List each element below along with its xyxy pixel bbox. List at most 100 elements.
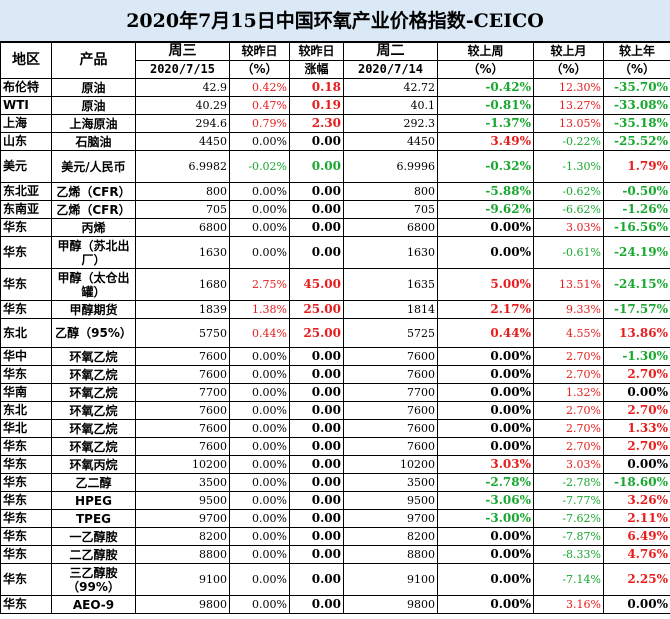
table-cell-change-abs: 0.00 — [289, 545, 344, 564]
table-cell-product: 环氧乙烷 — [51, 419, 136, 438]
table-cell-region: 华北 — [0, 419, 52, 438]
table-cell-change-pct: 0.00% — [229, 437, 290, 456]
table-cell-tue: 1635 — [343, 268, 438, 301]
table-cell-wed: 1680 — [135, 268, 230, 301]
table-cell-change-pct: 0.44% — [229, 318, 290, 348]
table-row: 华南 环氧乙烷 7700 0.00% 0.00 7700 0.00% 1.32% 0.00% — [0, 383, 670, 402]
table-cell-region: 东北 — [0, 401, 52, 420]
table-cell-week: 0.00% — [437, 545, 534, 564]
table-row: 华东 环氧乙烷 7600 0.00% 0.00 7600 0.00% 2.70% 2.70% — [0, 437, 670, 456]
table-cell-wed: 7700 — [135, 383, 230, 402]
table-cell-week: 0.00% — [437, 347, 534, 366]
table-cell-change-pct: 0.00% — [229, 365, 290, 384]
table-cell-year: -0.50% — [603, 182, 670, 201]
table-cell-change-abs: 0.00 — [289, 455, 344, 474]
table-cell-month: -0.61% — [533, 236, 604, 269]
table-cell-product: 一乙醇胺 — [51, 527, 136, 546]
table-cell-wed: 6800 — [135, 218, 230, 237]
table-cell-year: -24.15% — [603, 268, 670, 301]
table-cell-month: -6.62% — [533, 200, 604, 219]
table-cell-tue: 4450 — [343, 132, 438, 151]
header-region: 地区 — [0, 42, 52, 79]
table-cell-week: -0.32% — [437, 150, 534, 183]
table-cell-month: 4.55% — [533, 318, 604, 348]
table-cell-product: 甲醇（太仓出罐） — [51, 268, 136, 301]
table-row: 华北 环氧乙烷 7600 0.00% 0.00 7600 0.00% 2.70% 1.33% — [0, 419, 670, 438]
table-cell-month: -0.22% — [533, 132, 604, 151]
header-cmp-prev2: 较昨日 — [289, 42, 344, 61]
table-cell-region: 华东 — [0, 473, 52, 492]
table-header: 地区 产品 周三 较昨日 较昨日 周二 较上周 较上月 较上年 2020/7/1… — [0, 42, 670, 79]
table-cell-change-pct: 0.00% — [229, 419, 290, 438]
table-cell-month: 3.03% — [533, 218, 604, 237]
table-cell-year: -25.52% — [603, 132, 670, 151]
table-cell-tue: 8800 — [343, 545, 438, 564]
table-row: 华东 甲醇（苏北出厂） 1630 0.00% 0.00 1630 0.00% -0.61% -2… — [0, 236, 670, 269]
table-cell-tue: 1630 — [343, 236, 438, 269]
table-cell-month: 2.70% — [533, 401, 604, 420]
table-cell-year: -35.70% — [603, 78, 670, 97]
table-cell-change-abs: 0.00 — [289, 236, 344, 269]
table-row: 华东 一乙醇胺 8200 0.00% 0.00 8200 0.00% -7.87% 6.49% — [0, 527, 670, 546]
price-table: 地区 产品 周三 较昨日 较昨日 周二 较上周 较上月 较上年 2020/7/1… — [0, 42, 670, 614]
table-row: 华东 环氧丙烷 10200 0.00% 0.00 10200 3.03% 3.03% 0.00% — [0, 455, 670, 474]
table-cell-year: -33.08% — [603, 96, 670, 115]
table-cell-wed: 6.9982 — [135, 150, 230, 183]
table-cell-region: WTI — [0, 96, 52, 115]
table-cell-product: 原油 — [51, 96, 136, 115]
table-cell-year: 2.70% — [603, 401, 670, 420]
table-cell-change-abs: 0.00 — [289, 437, 344, 456]
table-cell-year: 0.00% — [603, 383, 670, 402]
table-cell-region: 华东 — [0, 509, 52, 528]
table-row: 华东 HPEG 9500 0.00% 0.00 9500 -3.06% -7.77% 3.26% — [0, 491, 670, 510]
table-cell-wed: 4450 — [135, 132, 230, 151]
table-cell-product: AEO-9 — [51, 595, 136, 614]
table-cell-week: 0.00% — [437, 383, 534, 402]
header-month-unit: （%） — [533, 60, 604, 79]
page-title: 2020年7月15日中国环氧产业价格指数-CEICO — [0, 0, 670, 42]
table-cell-change-pct: 0.00% — [229, 383, 290, 402]
table-cell-year: 2.70% — [603, 437, 670, 456]
table-row: 华东 甲醇期货 1839 1.38% 25.00 1814 2.17% 9.33% -17.57… — [0, 300, 670, 319]
table-cell-product: 上海原油 — [51, 114, 136, 133]
table-cell-week: 0.00% — [437, 437, 534, 456]
table-cell-wed: 7600 — [135, 437, 230, 456]
table-cell-region: 美元 — [0, 150, 52, 183]
table-cell-year: -1.30% — [603, 347, 670, 366]
table-cell-wed: 7600 — [135, 401, 230, 420]
table-cell-wed: 9100 — [135, 563, 230, 596]
table-cell-product: 环氧乙烷 — [51, 365, 136, 384]
table-cell-week: 0.00% — [437, 401, 534, 420]
table-cell-change-abs: 0.00 — [289, 563, 344, 596]
table-cell-wed: 8800 — [135, 545, 230, 564]
table-cell-product: 环氧乙烷 — [51, 437, 136, 456]
table-cell-wed: 10200 — [135, 455, 230, 474]
table-cell-change-abs: 0.00 — [289, 347, 344, 366]
table-cell-tue: 7600 — [343, 419, 438, 438]
table-cell-change-pct: 0.00% — [229, 218, 290, 237]
table-cell-product: 甲醇（苏北出厂） — [51, 236, 136, 269]
table-cell-change-abs: 0.00 — [289, 401, 344, 420]
table-cell-change-abs: 0.00 — [289, 132, 344, 151]
table-cell-change-pct: 0.00% — [229, 473, 290, 492]
table-cell-tue: 6800 — [343, 218, 438, 237]
table-cell-change-abs: 45.00 — [289, 268, 344, 301]
table-cell-wed: 800 — [135, 182, 230, 201]
table-cell-change-pct: -0.02% — [229, 150, 290, 183]
table-cell-wed: 42.9 — [135, 78, 230, 97]
table-cell-change-abs: 0.00 — [289, 150, 344, 183]
table-cell-week: 0.00% — [437, 527, 534, 546]
table-cell-change-pct: 0.00% — [229, 182, 290, 201]
table-cell-week: 0.00% — [437, 419, 534, 438]
table-cell-month: -7.62% — [533, 509, 604, 528]
table-cell-product: HPEG — [51, 491, 136, 510]
table-cell-product: 环氧乙烷 — [51, 383, 136, 402]
table-cell-product: 原油 — [51, 78, 136, 97]
table-cell-change-pct: 0.00% — [229, 509, 290, 528]
table-cell-month: 13.51% — [533, 268, 604, 301]
table-cell-week: 0.00% — [437, 595, 534, 614]
header-product: 产品 — [51, 42, 136, 79]
table-cell-week: -9.62% — [437, 200, 534, 219]
table-cell-tue: 7600 — [343, 401, 438, 420]
